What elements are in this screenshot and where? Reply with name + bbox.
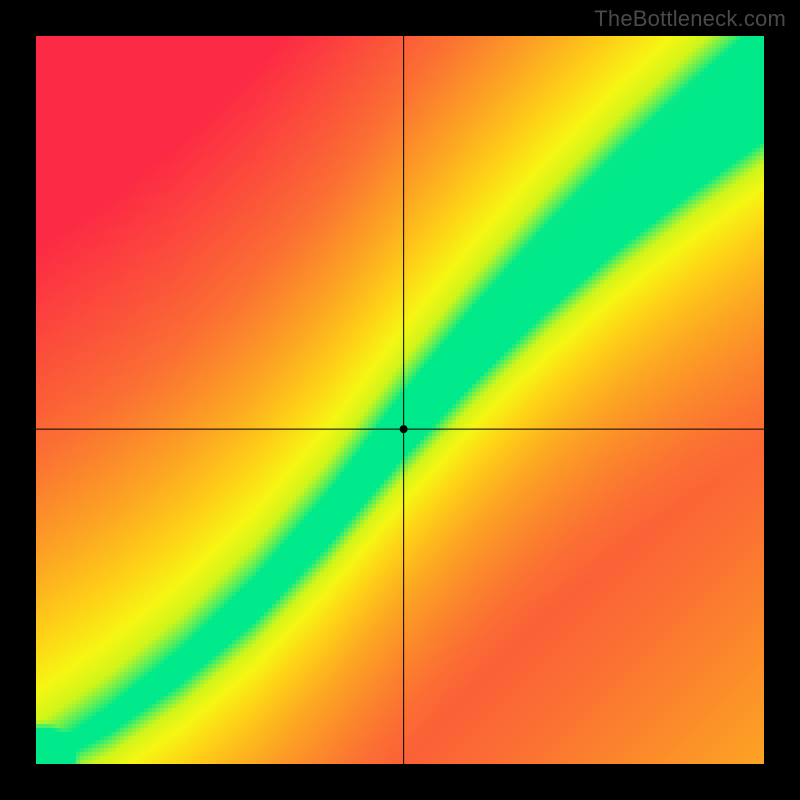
watermark-text: TheBottleneck.com: [594, 6, 786, 32]
chart-container: TheBottleneck.com: [0, 0, 800, 800]
bottleneck-heatmap: [36, 36, 764, 764]
